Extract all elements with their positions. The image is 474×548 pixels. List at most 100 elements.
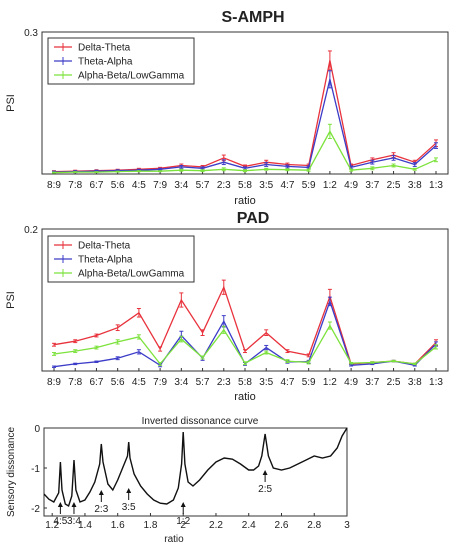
p2-x-tick-label: 5:9 — [302, 377, 316, 388]
annotation-arrow-head — [262, 470, 268, 475]
dissonance-annotation-2-5: 2:5 — [258, 470, 272, 495]
pad-title: PAD — [237, 210, 270, 227]
p2-x-tick-label: 3:7 — [365, 377, 379, 388]
p2-x-tick-label: 1:2 — [323, 377, 337, 388]
p1-x-tick-label: 2:3 — [217, 180, 231, 191]
dissonance-x-tick-label: 3 — [344, 520, 350, 531]
dissonance-y-tick-label: 0 — [34, 424, 40, 435]
p1-x-tick-label: 3:8 — [408, 180, 422, 191]
p1-x-tick-label: 5:9 — [302, 180, 316, 191]
dissonance-ticks: 1.2 1.4 1.6 1.8 2 2.2 2.4 2.6 2.8 3 0 -1 -2 — [31, 424, 350, 531]
p2-x-tick-label: 4:9 — [344, 377, 358, 388]
p1-x-tick-label: 3:5 — [259, 180, 273, 191]
dissonance-x-tick-label: 2.6 — [275, 520, 289, 531]
dissonance-title: Inverted dissonance curve — [142, 416, 259, 427]
dissonance-y-tick-label: -2 — [31, 504, 40, 515]
annotation-arrow-head — [126, 488, 132, 493]
annotation-label: 3:4 — [67, 516, 81, 527]
dissonance-curve — [43, 427, 348, 508]
annotation-arrow-head — [98, 490, 104, 495]
p2-x-tick-label: 1:3 — [429, 377, 443, 388]
dissonance-x-tick-label: 1.2 — [45, 520, 59, 531]
p1-x-tick-label: 4:9 — [344, 180, 358, 191]
pad-panel: PAD 0.2 PSI ratio 8:9 7:8 6:7 5:6 4:5 7:9 3:4 5… — [5, 210, 449, 403]
dissonance-x-tick-label: 1.4 — [78, 520, 92, 531]
dissonance-x-tick-label: 2.2 — [209, 520, 223, 531]
s-amph-y-tick-max: 0.3 — [24, 28, 38, 39]
p1-legend-label: Delta-Theta — [78, 43, 131, 54]
s-amph-x-label: ratio — [234, 195, 255, 207]
annotation-label: 3:5 — [122, 502, 136, 513]
s-amph-legend: Delta-Theta Theta-Alpha Alpha-Beta/LowGamm… — [47, 37, 195, 85]
p1-x-tick-label: 8:9 — [47, 180, 61, 191]
p2-x-tick-label: 3:5 — [259, 377, 273, 388]
dissonance-annotations: 4:5 3:4 2:3 3:5 1:2 2:5 — [53, 470, 272, 527]
p2-x-tick-label: 5:6 — [111, 377, 125, 388]
dissonance-panel: Inverted dissonance curve Sensory disson… — [6, 416, 350, 545]
p2-x-tick-label: 3:4 — [174, 377, 188, 388]
pad-x-label: ratio — [234, 391, 255, 403]
p1-x-tick-label: 4:7 — [280, 180, 294, 191]
p1-x-tick-label: 7:9 — [153, 180, 167, 191]
p2-x-tick-label: 6:7 — [89, 377, 103, 388]
annotation-arrow-head — [180, 502, 186, 507]
pad-y-tick-max: 0.2 — [24, 225, 38, 236]
dissonance-annotation-3-4: 3:4 — [67, 502, 81, 527]
dissonance-annotation-4-5: 4:5 — [53, 502, 68, 527]
dissonance-y-label: Sensory dissonance — [6, 427, 17, 517]
p2-legend-label: Alpha-Beta/LowGamma — [78, 269, 185, 280]
dissonance-x-tick-label: 2 — [180, 520, 186, 531]
p1-x-tick-label: 4:5 — [132, 180, 146, 191]
p2-series-alpha-beta-lowgamma — [52, 321, 438, 366]
p2-x-tick-label: 3:8 — [408, 377, 422, 388]
dissonance-x-tick-label: 2.4 — [242, 520, 256, 531]
p1-x-tick-label: 1:2 — [323, 180, 337, 191]
p2-x-tick-label: 5:7 — [196, 377, 210, 388]
p1-x-tick-label: 5:6 — [111, 180, 125, 191]
p2-x-tick-label: 2:3 — [217, 377, 231, 388]
p2-x-tick-label: 5:8 — [238, 377, 252, 388]
dissonance-annotation-2-3: 2:3 — [94, 490, 109, 515]
p2-x-tick-label: 4:5 — [132, 377, 146, 388]
p1-x-tick-label: 7:8 — [68, 180, 82, 191]
p1-legend-label: Alpha-Beta/LowGamma — [78, 71, 185, 82]
p2-x-tick-label: 2:5 — [387, 377, 401, 388]
p2-x-tick-label: 8:9 — [47, 377, 61, 388]
p1-x-tick-label: 2:5 — [387, 180, 401, 191]
p1-x-tick-label: 3:4 — [174, 180, 188, 191]
s-amph-series — [52, 50, 438, 174]
p1-x-tick-label: 6:7 — [89, 180, 103, 191]
dissonance-x-label: ratio — [164, 534, 184, 545]
s-amph-legend-box — [47, 37, 195, 85]
p2-x-tick-label: 7:8 — [68, 377, 82, 388]
pad-legend: Delta-Theta Theta-Alpha Alpha-Beta/LowGamm… — [47, 235, 195, 283]
dissonance-x-tick-label: 1.8 — [144, 520, 158, 531]
s-amph-panel: S-AMPH 0.3 PSI ratio 8:9 7:8 6:7 5:6 4:5 7:9 3… — [5, 9, 449, 207]
dissonance-y-tick-label: -1 — [31, 464, 40, 475]
s-amph-title: S-AMPH — [221, 9, 284, 26]
p2-x-tick-label: 7:9 — [153, 377, 167, 388]
s-amph-x-ticks: 8:9 7:8 6:7 5:6 4:5 7:9 3:4 5:7 2:3 5:8 3:5 4:7 5:9 1… — [47, 171, 443, 191]
pad-series — [52, 279, 438, 368]
p1-legend-label: Theta-Alpha — [78, 57, 133, 68]
p2-legend-label: Theta-Alpha — [78, 255, 133, 266]
p1-series-alpha-beta-lowgamma — [52, 123, 438, 174]
annotation-label: 4:5 — [53, 516, 67, 527]
p1-x-tick-label: 3:7 — [365, 180, 379, 191]
p1-x-tick-label: 5:8 — [238, 180, 252, 191]
dissonance-annotation-3-5: 3:5 — [122, 488, 136, 513]
p1-x-tick-label: 1:3 — [429, 180, 443, 191]
s-amph-y-label: PSI — [5, 94, 17, 112]
dissonance-x-tick-label: 1.6 — [111, 520, 125, 531]
annotation-arrow-head — [71, 502, 77, 507]
p2-legend-label: Delta-Theta — [78, 241, 131, 252]
dissonance-plot-frame — [43, 427, 348, 517]
annotation-label: 1:2 — [176, 516, 190, 527]
dissonance-annotation-1-2: 1:2 — [176, 502, 191, 527]
annotation-label: 2:5 — [258, 484, 272, 495]
p2-x-tick-label: 4:7 — [280, 377, 294, 388]
annotation-arrow-head — [57, 502, 63, 507]
p1-x-tick-label: 5:7 — [196, 180, 210, 191]
pad-legend-box — [47, 235, 195, 283]
